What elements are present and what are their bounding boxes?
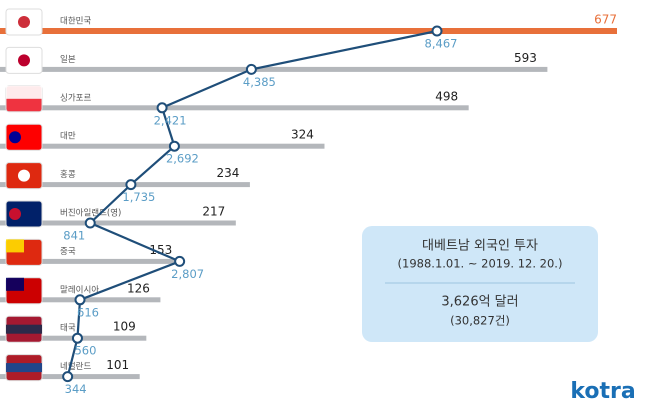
value-label: 126 (127, 281, 150, 295)
flag-band (6, 363, 42, 373)
count-label: 2,421 (154, 113, 187, 127)
category-label: 버진아일랜드(영) (60, 208, 121, 219)
flag-band (6, 239, 24, 253)
category-label: 네덜란드 (60, 361, 91, 372)
bar (0, 182, 250, 188)
flag (5, 200, 43, 228)
info-box (362, 226, 598, 342)
bar (0, 143, 325, 149)
logo: kotra (570, 379, 635, 404)
value-label: 109 (113, 320, 136, 334)
flag-emblem (18, 54, 30, 67)
category-label: 싱가포르 (60, 92, 91, 103)
count-label: 841 (63, 229, 85, 243)
count-point (125, 179, 137, 191)
value-label: 234 (216, 166, 239, 180)
category-label: 홍콩 (60, 169, 76, 180)
flag-emblem (9, 131, 21, 144)
category-label: 대만 (60, 132, 76, 142)
count-label: 4,385 (243, 75, 276, 89)
count-label: 8,467 (425, 37, 458, 51)
flag-emblem (18, 169, 30, 182)
bar (0, 28, 617, 34)
info-count: (30,827건) (450, 314, 510, 328)
info-amount: 3,626억 달러 (441, 295, 518, 310)
flag-emblem (18, 16, 30, 28)
count-point (431, 25, 443, 37)
value-label: 677 (594, 13, 617, 27)
count-label: 2,692 (166, 152, 199, 166)
count-point (71, 332, 83, 344)
flag-emblem (9, 208, 21, 220)
value-label: 153 (149, 243, 172, 257)
count-label: 2,807 (171, 267, 204, 281)
count-point (74, 294, 86, 306)
bar (0, 105, 469, 111)
value-label: 498 (435, 89, 458, 103)
count-point (168, 140, 180, 152)
category-label: 대한민국 (60, 16, 91, 27)
flag (5, 123, 43, 151)
value-label: 324 (291, 128, 314, 142)
category-label: 일본 (60, 55, 76, 65)
value-label: 217 (202, 205, 225, 219)
flag-band (6, 85, 42, 99)
bar (0, 258, 183, 264)
count-line (66, 29, 438, 377)
count-label: 560 (74, 344, 96, 358)
bar (0, 66, 548, 72)
count-point (245, 63, 257, 75)
info-title: 대베트남 외국인 투자 (422, 239, 538, 254)
count-point (84, 217, 96, 229)
count-point (156, 102, 168, 114)
count-point (174, 255, 186, 267)
category-label: 태국 (60, 324, 76, 334)
count-label: 344 (65, 382, 87, 396)
value-label: 593 (514, 51, 537, 65)
flag-band (6, 277, 24, 291)
count-label: 616 (77, 305, 99, 319)
flag-band (6, 324, 42, 334)
category-label: 말레이시아 (60, 284, 99, 295)
count-point (62, 371, 74, 383)
bar (0, 220, 236, 226)
category-label: 중국 (60, 247, 76, 257)
count-label: 1,735 (122, 190, 155, 204)
info-period: (1988.1.01. ~ 2019. 12. 20.) (398, 257, 563, 271)
value-label: 101 (106, 358, 129, 372)
